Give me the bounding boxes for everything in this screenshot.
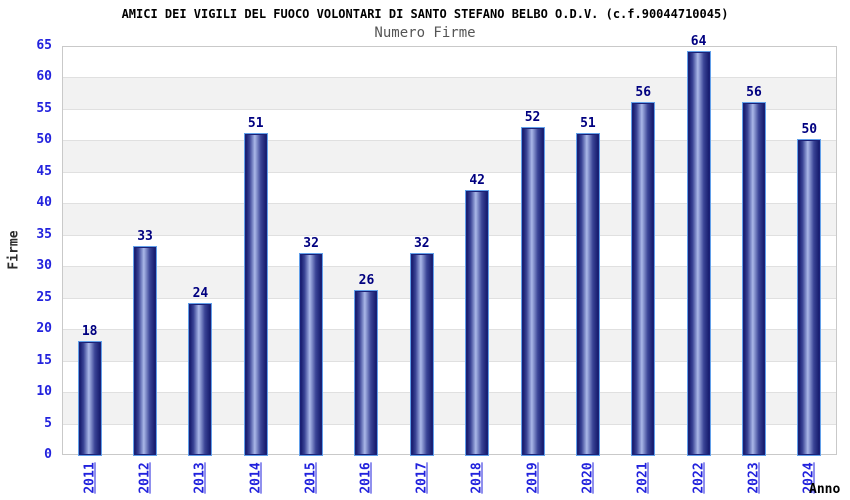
bar bbox=[300, 253, 323, 455]
chart-title: AMICI DEI VIGILI DEL FUOCO VOLONTARI DI … bbox=[121, 7, 729, 21]
x-tick-link[interactable]: 2016 bbox=[358, 462, 374, 494]
gridline bbox=[63, 266, 836, 268]
bar-value-label: 33 bbox=[137, 229, 153, 245]
bar bbox=[189, 303, 212, 455]
x-tick-link[interactable]: 2023 bbox=[746, 462, 762, 494]
y-tick-label: 45 bbox=[36, 163, 52, 179]
x-axis-label: Anno bbox=[809, 482, 841, 497]
bar-value-label: 50 bbox=[801, 122, 818, 138]
x-tick-link[interactable]: 2019 bbox=[525, 462, 541, 494]
bar-value-label: 24 bbox=[192, 285, 209, 301]
gridline bbox=[63, 140, 836, 142]
x-tick-link[interactable]: 2022 bbox=[691, 462, 707, 494]
x-tick-link[interactable]: 2015 bbox=[303, 462, 319, 494]
y-tick-label: 50 bbox=[36, 132, 52, 148]
gridline bbox=[63, 423, 836, 425]
gridline bbox=[63, 203, 836, 205]
y-tick-label: 10 bbox=[36, 384, 52, 400]
gridline bbox=[63, 108, 836, 110]
y-axis-label: Firme bbox=[6, 230, 22, 270]
bar bbox=[576, 134, 599, 455]
bar-value-label: 42 bbox=[469, 172, 485, 188]
gridline bbox=[63, 329, 836, 331]
y-tick-label: 30 bbox=[36, 258, 52, 274]
bar bbox=[742, 102, 765, 455]
bar bbox=[355, 291, 378, 455]
bar-value-label: 51 bbox=[247, 116, 264, 132]
x-tick-link[interactable]: 2011 bbox=[82, 462, 98, 494]
bar-value-label: 52 bbox=[524, 109, 541, 125]
x-tick-link[interactable]: 2014 bbox=[248, 462, 264, 494]
gridline bbox=[63, 360, 836, 362]
background-band bbox=[63, 203, 836, 235]
y-tick-label: 65 bbox=[36, 38, 52, 53]
bar-value-label: 32 bbox=[303, 235, 319, 251]
gridline bbox=[63, 234, 836, 236]
background-band bbox=[63, 140, 836, 172]
y-tick-label: 15 bbox=[36, 352, 52, 368]
y-tick-label: 20 bbox=[36, 321, 52, 337]
bar-value-label: 51 bbox=[580, 116, 596, 132]
x-tick-link[interactable]: 2020 bbox=[580, 462, 596, 494]
bar-value-label: 18 bbox=[81, 323, 98, 339]
y-tick-label: 5 bbox=[44, 415, 52, 431]
y-tick-label: 35 bbox=[36, 226, 52, 242]
bar bbox=[78, 341, 101, 455]
x-tick-link[interactable]: 2021 bbox=[635, 462, 651, 494]
bar bbox=[798, 140, 821, 455]
gridline bbox=[63, 297, 836, 299]
bar-value-label: 32 bbox=[413, 235, 430, 251]
x-tick-link[interactable]: 2018 bbox=[469, 462, 485, 494]
x-tick-link[interactable]: 2012 bbox=[137, 462, 153, 494]
y-tick-label: 25 bbox=[36, 289, 52, 305]
bar-value-label: 26 bbox=[358, 273, 375, 289]
y-tick-label: 40 bbox=[36, 195, 52, 211]
gridline bbox=[63, 77, 836, 79]
bar bbox=[521, 127, 544, 455]
background-band bbox=[63, 329, 836, 361]
background-band bbox=[63, 266, 836, 298]
bar-value-label: 56 bbox=[746, 84, 762, 100]
bar-value-label: 56 bbox=[635, 84, 652, 100]
bar bbox=[687, 52, 710, 455]
y-tick-label: 60 bbox=[36, 69, 52, 85]
bar bbox=[410, 253, 433, 455]
y-tick-label: 55 bbox=[36, 100, 52, 116]
bar bbox=[632, 102, 655, 455]
gridline bbox=[63, 171, 836, 173]
gridline bbox=[63, 392, 836, 394]
bar bbox=[466, 190, 489, 455]
background-band bbox=[63, 77, 836, 109]
x-tick-link[interactable]: 2017 bbox=[414, 462, 430, 494]
chart-subtitle: Numero Firme bbox=[374, 25, 476, 41]
bar-value-label: 64 bbox=[690, 34, 707, 50]
bar bbox=[134, 247, 157, 455]
bar bbox=[244, 134, 267, 455]
background-band bbox=[63, 392, 836, 424]
y-tick-label: 0 bbox=[44, 447, 52, 462]
x-tick-link[interactable]: 2013 bbox=[192, 462, 208, 494]
